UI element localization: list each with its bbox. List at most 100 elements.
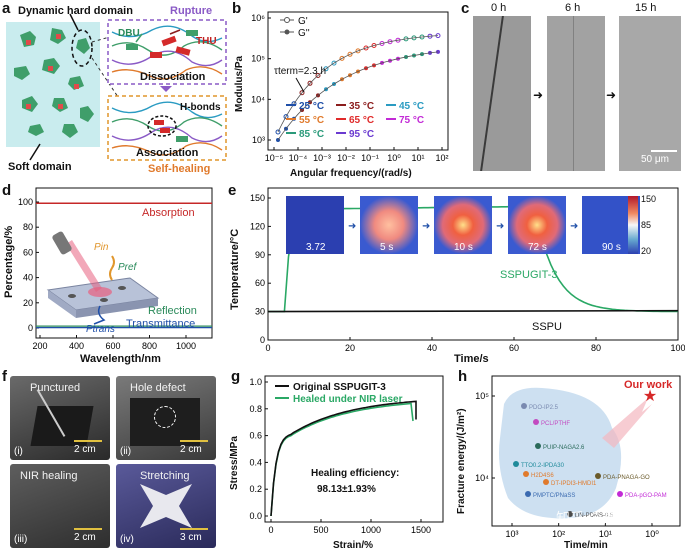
- x-tick-labels: 0 500 1000 1500: [268, 519, 431, 535]
- p-in-label: Pin: [94, 242, 109, 253]
- axes-frame: [267, 187, 679, 341]
- micrograph-15h: [619, 16, 681, 171]
- legend-gdouble: G'': [298, 28, 310, 39]
- photo-nir-healing-scale: 2 cm: [74, 532, 96, 543]
- d-xtick-1: 400: [69, 341, 84, 351]
- thermal-image-3: [508, 196, 566, 254]
- panel-h: h ★ Our work PDO-IP2.5 PCL/PTHF PUIP-NAGA2…: [452, 368, 685, 551]
- x-axis-label: Time/s: [454, 353, 489, 365]
- legend-healed: Healed under NIR laser: [293, 394, 403, 405]
- x-axis-label: Strain/%: [333, 540, 373, 551]
- b-xtick-6: 10¹: [411, 153, 424, 163]
- d-xtick-4: 1000: [176, 341, 196, 351]
- temp-legend-2: 45 °C: [399, 101, 424, 112]
- b-xtick-5: 10⁰: [387, 153, 401, 163]
- panel-h-label: h: [458, 368, 468, 385]
- axes-frame: [35, 187, 213, 339]
- b-xtick-0: 10⁻⁵: [265, 153, 284, 163]
- ref-marker-1: [533, 419, 539, 425]
- thermal-time-3: 72 s: [528, 242, 547, 253]
- g-ytick-5: 0.0: [249, 511, 262, 521]
- b-xtick-7: 10²: [435, 153, 448, 163]
- photo-hole-defect: Hole defect (ii) 2 cm: [116, 376, 216, 460]
- ref-label-5: DT-IPDI3-HMDI1: [551, 481, 597, 487]
- e-xtick-3: 60: [509, 343, 519, 353]
- ref-label-3: TTO0.2-IPDA30: [521, 463, 565, 469]
- y-axis-label: Temperature/°C: [229, 229, 241, 310]
- modulus-curves: [275, 33, 441, 142]
- x-tick-labels: 10³ 10² 10¹ 10⁰: [505, 523, 659, 539]
- temp-legend-1: 35 °C: [349, 101, 374, 112]
- h-ytick-1: 10⁴: [475, 473, 489, 483]
- our-work-label: Our work: [624, 379, 673, 391]
- temp-legend-3: 55 °C: [299, 115, 324, 126]
- d-ytick-0: 100: [18, 197, 33, 207]
- dissociation-label: Dissociation: [140, 71, 206, 83]
- x-tick-labels: 10⁻⁵ 10⁻⁴ 10⁻³ 10⁻² 10⁻¹ 10⁰ 10¹ 10²: [265, 147, 449, 163]
- our-work-star: ★: [643, 388, 657, 405]
- ref-label-9: DN-PDMS-0.5: [575, 513, 614, 519]
- scale-bar: [651, 150, 677, 152]
- thu-label: THU: [196, 36, 217, 47]
- g-ytick-4: 0.2: [249, 484, 262, 494]
- d-ytick-4: 20: [23, 298, 33, 308]
- photo-hole-defect-title: Hole defect: [130, 382, 186, 394]
- e-xtick-2: 40: [427, 343, 437, 353]
- time-15h: 15 h: [635, 2, 657, 14]
- laser-schematic: [46, 231, 160, 325]
- h-ytick-0: 10⁵: [475, 391, 489, 401]
- scale-bar-label: 50 μm: [641, 154, 669, 165]
- photo-punctured-index: (i): [14, 446, 23, 457]
- p-ref-label: Pref: [118, 262, 138, 273]
- temp-legend-0: 25 °C: [299, 101, 324, 112]
- arrow-1: ➜: [533, 88, 544, 102]
- axes-frame: [267, 11, 449, 151]
- control-label: SSPU: [532, 321, 562, 333]
- dbu-label: DBU: [118, 28, 140, 39]
- g-ytick-2: 0.6: [249, 431, 262, 441]
- colorbar-mid: 85: [641, 220, 651, 230]
- self-healing-label: Self-healing: [148, 163, 210, 175]
- thermal-arrow-3: ➜: [570, 221, 578, 232]
- y-tick-labels: 10⁵ 10⁴: [475, 391, 495, 483]
- temperature-legend: 25 °C 35 °C 45 °C 55 °C 65 °C 75 °C 85 °C 95 °C: [286, 101, 424, 140]
- panel-g-chart: 0 500 1000 1500 1.0 0.8 0.6 0.4 0.2 0.0 Original…: [229, 375, 444, 551]
- photo-nir-healing-title: NIR healing: [20, 470, 78, 482]
- panel-b: b 10⁻⁵ 10⁻⁴ 10⁻³ 10⁻² 10⁻¹ 10⁰ 10¹ 10² 10⁶ 10⁵ 10…: [230, 0, 452, 180]
- reference-points: PDO-IP2.5 PCL/PTHF PUIP-NAGA2.6 TTO0.2-IPDA…: [513, 403, 667, 519]
- d-xtick-0: 200: [32, 341, 47, 351]
- ref-marker-7: [525, 491, 531, 497]
- panel-d-label: d: [2, 182, 12, 199]
- ref-label-6: PDA-PNAGA-GO: [603, 475, 650, 481]
- b-ytick-0: 10⁶: [251, 13, 265, 23]
- e-xtick-4: 80: [591, 343, 601, 353]
- tau-term-label: τterm=2.3 h: [274, 66, 326, 77]
- thermal-time-4: 90 s: [602, 242, 621, 253]
- h-xtick-1: 10²: [552, 529, 565, 539]
- photo-hole-defect-scale: 2 cm: [180, 444, 202, 455]
- photo-stretching-scale: 3 cm: [180, 532, 202, 543]
- transmittance-label: Transmittance: [126, 318, 195, 330]
- b-ytick-1: 10⁵: [251, 54, 265, 64]
- temp-legend-4: 65 °C: [349, 115, 374, 126]
- literature-region: [499, 387, 622, 519]
- h-xtick-0: 10³: [505, 529, 518, 539]
- h-xtick-2: 10¹: [599, 529, 612, 539]
- y-axis-label: Stress/MPa: [229, 436, 240, 490]
- photo-punctured: Punctured (i) 2 cm: [10, 376, 110, 460]
- thermal-image-1: [360, 196, 418, 254]
- soft-domain-label: Soft domain: [8, 161, 72, 173]
- thermal-image-2: [434, 196, 492, 254]
- b-xtick-2: 10⁻³: [313, 153, 331, 163]
- ref-marker-9: [567, 511, 573, 517]
- d-ytick-3: 40: [23, 273, 33, 283]
- y-axis-label: Fracture energy/(J/m²): [456, 408, 467, 514]
- y-tick-labels: 1.0 0.8 0.6 0.4 0.2 0.0: [249, 377, 268, 521]
- temp-legend-5: 75 °C: [399, 115, 424, 126]
- association-label: Association: [136, 147, 199, 159]
- g-ytick-1: 0.8: [249, 404, 262, 414]
- e-ytick-1: 120: [250, 221, 265, 231]
- thermal-arrow-0: ➜: [348, 221, 356, 232]
- d-ytick-5: 0: [28, 323, 33, 333]
- legend: G' G'': [280, 16, 310, 39]
